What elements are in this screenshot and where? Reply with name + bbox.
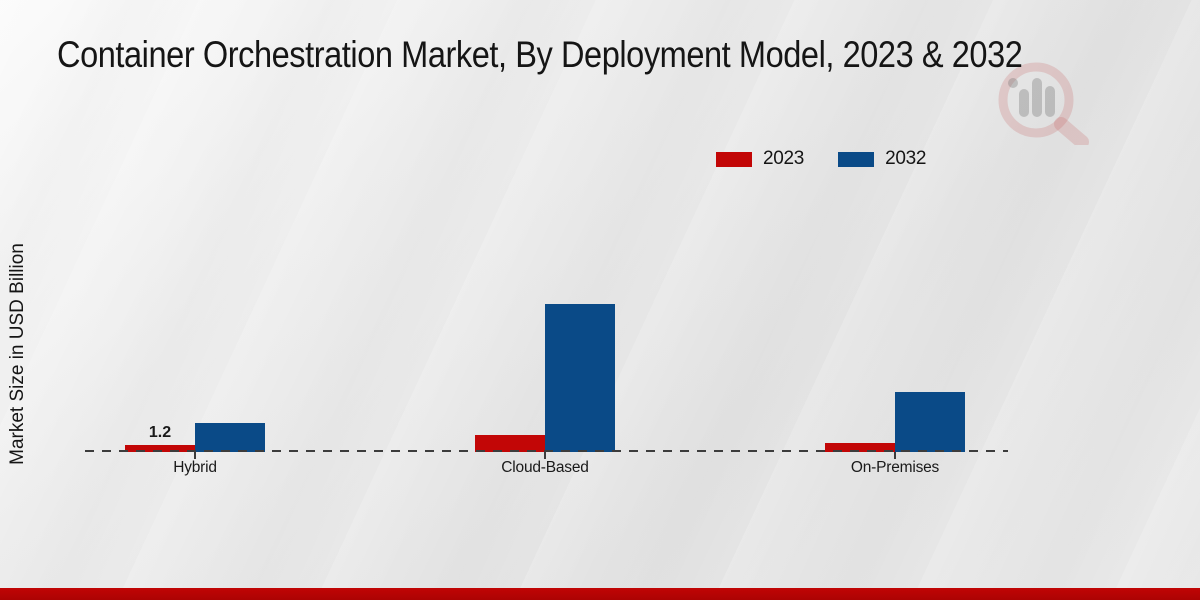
bar-2032-cloud-based [545,304,615,452]
x-axis-label-cloud-based: Cloud-Based [501,459,589,476]
bar-2023-hybrid [125,445,195,452]
legend-label-2032: 2032 [885,148,927,169]
chart-title: Container Orchestration Market, By Deplo… [57,34,1023,75]
x-axis-tick [894,452,896,459]
x-axis-tick [544,452,546,459]
x-axis-label-on-premises: On-Premises [850,459,940,476]
bar-2023-on-premises [825,443,895,452]
bar-2032-hybrid [195,423,265,452]
baseline-dashed-line [85,450,1008,452]
legend-item-2023: 2023 [716,148,804,170]
legend-swatch-2032 [838,151,875,167]
bar-2023-cloud-based [475,435,545,452]
bar-value-label: 1.2 [148,424,172,441]
bar-2032-on-premises [895,392,965,452]
footer-band [0,588,1200,600]
y-axis-label: Market Size in USD Billion [7,243,28,465]
magnifier-bar-chart-logo-icon [998,62,1089,145]
legend: 2023 2032 [716,148,926,170]
x-axis-label-hybrid: Hybrid [173,459,217,476]
legend-item-2032: 2032 [838,148,926,170]
legend-label-2023: 2023 [763,148,805,169]
legend-swatch-2023 [716,151,752,167]
x-axis-tick [194,452,196,459]
